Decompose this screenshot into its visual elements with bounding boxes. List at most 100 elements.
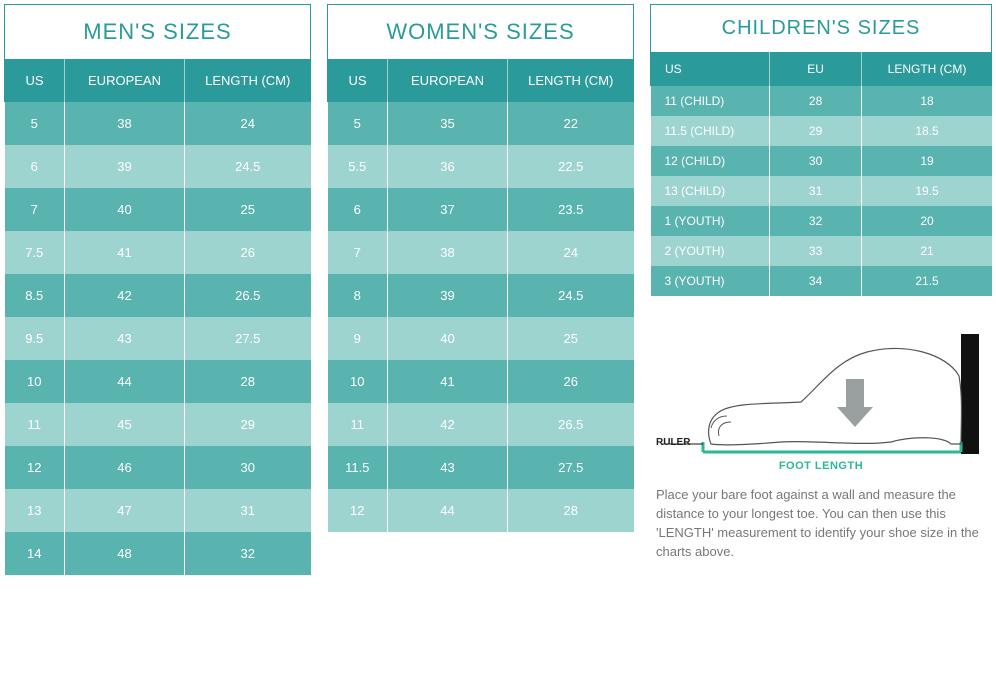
table-cell: 40 [388, 317, 508, 360]
table-cell: 19 [862, 146, 992, 176]
table-row: 7.54126 [5, 231, 311, 274]
table-cell: 47 [65, 489, 185, 532]
mens-col-us: US [5, 59, 65, 102]
table-cell: 11 [328, 403, 388, 446]
table-cell: 9 [328, 317, 388, 360]
table-cell: 30 [769, 146, 862, 176]
table-row: 1 (YOUTH)3220 [651, 206, 992, 236]
table-row: 73824 [328, 231, 634, 274]
table-cell: 48 [65, 532, 185, 575]
table-cell: 46 [65, 446, 185, 489]
table-cell: 13 [5, 489, 65, 532]
arrow-down-icon [837, 379, 873, 427]
toes-icon [711, 416, 731, 436]
table-cell: 18 [862, 86, 992, 116]
table-cell: 26 [185, 231, 311, 274]
table-cell: 38 [388, 231, 508, 274]
table-row: 11.5 (CHILD)2918.5 [651, 116, 992, 146]
table-cell: 39 [388, 274, 508, 317]
table-cell: 9.5 [5, 317, 65, 360]
table-cell: 11 [5, 403, 65, 446]
table-cell: 43 [65, 317, 185, 360]
table-cell: 28 [185, 360, 311, 403]
mens-header-row: US EUROPEAN LENGTH (CM) [5, 59, 311, 102]
womens-column: WOMEN'S SIZES US EUROPEAN LENGTH (CM) 53… [327, 4, 634, 682]
table-cell: 42 [65, 274, 185, 317]
table-cell: 7 [5, 188, 65, 231]
table-cell: 34 [769, 266, 862, 296]
table-row: 11 (CHILD)2818 [651, 86, 992, 116]
womens-size-table: WOMEN'S SIZES US EUROPEAN LENGTH (CM) 53… [327, 4, 634, 532]
table-cell: 26.5 [508, 403, 634, 446]
table-cell: 24 [185, 102, 311, 145]
table-row: 83924.5 [328, 274, 634, 317]
children-header-row: US EU LENGTH (CM) [651, 52, 992, 86]
table-row: 124428 [328, 489, 634, 532]
table-cell: 19.5 [862, 176, 992, 206]
table-row: 134731 [5, 489, 311, 532]
table-row: 124630 [5, 446, 311, 489]
table-cell: 41 [388, 360, 508, 403]
table-row: 5.53622.5 [328, 145, 634, 188]
table-row: 104428 [5, 360, 311, 403]
table-row: 11.54327.5 [328, 446, 634, 489]
table-cell: 25 [185, 188, 311, 231]
table-cell: 11.5 (CHILD) [651, 116, 770, 146]
table-cell: 10 [5, 360, 65, 403]
table-cell: 7 [328, 231, 388, 274]
table-cell: 42 [388, 403, 508, 446]
table-cell: 12 (CHILD) [651, 146, 770, 176]
table-cell: 7.5 [5, 231, 65, 274]
table-row: 144832 [5, 532, 311, 575]
table-cell: 39 [65, 145, 185, 188]
womens-col-length: LENGTH (CM) [508, 59, 634, 102]
table-cell: 26.5 [185, 274, 311, 317]
measurement-diagram: RULER FOOT LENGTH Place your bare foot a… [650, 324, 992, 561]
table-cell: 40 [65, 188, 185, 231]
table-cell: 37 [388, 188, 508, 231]
table-cell: 8 [328, 274, 388, 317]
table-row: 94025 [328, 317, 634, 360]
table-cell: 2 (YOUTH) [651, 236, 770, 266]
table-cell: 6 [5, 145, 65, 188]
mens-col-european: EUROPEAN [65, 59, 185, 102]
table-cell: 1 (YOUTH) [651, 206, 770, 236]
table-cell: 44 [388, 489, 508, 532]
children-title: CHILDREN'S SIZES [651, 5, 992, 53]
table-row: 104126 [328, 360, 634, 403]
table-cell: 31 [769, 176, 862, 206]
table-cell: 24.5 [508, 274, 634, 317]
table-cell: 21 [862, 236, 992, 266]
table-row: 114226.5 [328, 403, 634, 446]
table-cell: 14 [5, 532, 65, 575]
children-column: CHILDREN'S SIZES US EU LENGTH (CM) 11 (C… [650, 4, 992, 682]
table-cell: 5.5 [328, 145, 388, 188]
table-cell: 35 [388, 102, 508, 145]
table-row: 74025 [5, 188, 311, 231]
table-row: 9.54327.5 [5, 317, 311, 360]
table-cell: 44 [65, 360, 185, 403]
table-cell: 45 [65, 403, 185, 446]
table-cell: 28 [508, 489, 634, 532]
table-cell: 6 [328, 188, 388, 231]
table-cell: 36 [388, 145, 508, 188]
table-cell: 24 [508, 231, 634, 274]
mens-tbody: 5382463924.5740257.541268.54226.59.54327… [5, 102, 311, 575]
table-row: 12 (CHILD)3019 [651, 146, 992, 176]
table-cell: 11 (CHILD) [651, 86, 770, 116]
table-cell: 21.5 [862, 266, 992, 296]
table-cell: 12 [5, 446, 65, 489]
table-cell: 32 [185, 532, 311, 575]
table-cell: 10 [328, 360, 388, 403]
ruler-label: RULER [656, 437, 690, 448]
womens-title: WOMEN'S SIZES [328, 5, 634, 60]
womens-tbody: 535225.53622.563723.57382483924.59402510… [328, 102, 634, 532]
children-col-length: LENGTH (CM) [862, 52, 992, 86]
table-row: 8.54226.5 [5, 274, 311, 317]
table-cell: 18.5 [862, 116, 992, 146]
table-row: 63924.5 [5, 145, 311, 188]
table-cell: 20 [862, 206, 992, 236]
table-cell: 22.5 [508, 145, 634, 188]
table-cell: 29 [769, 116, 862, 146]
table-cell: 24.5 [185, 145, 311, 188]
